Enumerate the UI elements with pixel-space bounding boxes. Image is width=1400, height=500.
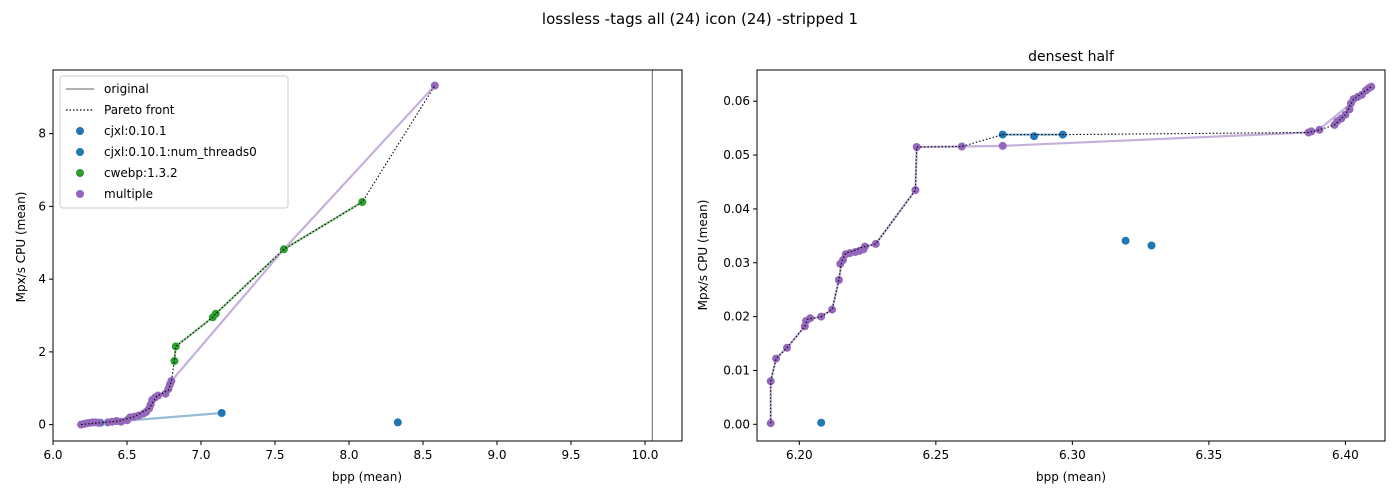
right-ylabel: Mpx/s CPU (mean) <box>696 200 710 311</box>
right-multiple-point <box>998 141 1007 150</box>
legend-swatch-marker <box>76 190 84 198</box>
right-ytick-label: 0.03 <box>723 256 750 270</box>
legend-swatch-marker <box>76 148 84 156</box>
left-xtick-label: 6.0 <box>43 448 62 462</box>
legend-swatch-marker <box>76 127 84 135</box>
legend-label: cjxl:0.10.1:num_threads0 <box>104 145 257 159</box>
left-ytick-label: 0 <box>38 418 46 432</box>
right-multiple-point <box>772 354 781 363</box>
right-multiple-point <box>957 142 966 151</box>
left-xtick-label: 10.0 <box>632 448 659 462</box>
left-legend: original Pareto front cjxl:0.10.1 cjxl:0.10… <box>59 75 289 209</box>
right-cjxl-point <box>817 418 826 427</box>
legend-box <box>59 75 289 209</box>
left-xtick-label: 8.0 <box>339 448 358 462</box>
right-ytick-label: 0.00 <box>723 417 750 431</box>
right-multiple-point <box>1315 125 1324 134</box>
figure-suptitle: lossless -tags all (24) icon (24) -strip… <box>542 10 858 28</box>
left-ytick-label: 2 <box>38 345 46 359</box>
legend-swatch-marker <box>76 169 84 177</box>
right-multiple-point <box>1367 82 1376 91</box>
left-cwebp-point <box>171 342 180 351</box>
right-xtick-label: 6.25 <box>922 448 949 462</box>
right-xtick-label: 6.35 <box>1196 448 1223 462</box>
left-ytick-label: 6 <box>38 199 46 213</box>
right-cjxl-point <box>1030 132 1039 141</box>
left-axes-frame <box>52 69 683 442</box>
right-chart: densest half bpp (mean) Mpx/s CPU (mean)… <box>696 49 1386 484</box>
left-xtick-label: 9.5 <box>561 448 580 462</box>
right-ytick-label: 0.02 <box>723 310 750 324</box>
left-xtick-label: 6.5 <box>117 448 136 462</box>
left-cjxl-point <box>217 409 226 417</box>
left-multiple-point <box>430 81 439 90</box>
right-cjxl-point <box>1147 241 1156 250</box>
left-xlabel: bpp (mean) <box>332 470 402 484</box>
left-cwebp-point <box>170 357 179 365</box>
legend-label: multiple <box>104 187 153 201</box>
right-multiple-point <box>834 276 843 284</box>
legend-label: cwebp:1.3.2 <box>104 166 178 180</box>
right-cjxl-point <box>1121 236 1130 245</box>
left-xtick-label: 9.0 <box>487 448 506 462</box>
legend-label: original <box>104 82 149 96</box>
left-cwebp-point <box>211 309 220 318</box>
right-multiple-point <box>871 239 880 248</box>
left-cwebp-point <box>358 198 367 206</box>
right-multiple-point <box>911 186 920 195</box>
right-axes-frame <box>756 69 1386 442</box>
right-multiple-point <box>828 305 837 314</box>
right-title: densest half <box>1028 49 1115 65</box>
left-multiple-point <box>167 377 176 385</box>
legend-label: cjxl:0.10.1 <box>104 124 167 138</box>
right-xtick-label: 6.20 <box>786 448 813 462</box>
right-ytick-label: 0.04 <box>723 202 750 216</box>
left-cjxl-point <box>393 418 402 427</box>
right-pareto-front <box>770 86 1372 424</box>
right-multiple-line <box>769 86 1371 424</box>
right-ytick-label: 0.01 <box>723 363 750 377</box>
left-ytick-label: 4 <box>38 272 46 286</box>
right-ytick-label: 0.05 <box>723 148 750 162</box>
left-ytick-label: 8 <box>38 127 46 141</box>
right-multiple-point <box>806 314 815 323</box>
left-multiple-point <box>154 391 163 400</box>
left-xtick-label: 8.5 <box>413 448 432 462</box>
left-cwebp-line <box>173 201 363 362</box>
left-xtick-label: 7.5 <box>265 448 284 462</box>
left-xtick-label: 7.0 <box>191 448 210 462</box>
legend-label: Pareto front <box>104 103 175 117</box>
left-chart: bpp (mean) Mpx/s CPU (mean) 6.0 6.5 7.0 7.5… <box>14 69 683 484</box>
right-ytick-label: 0.06 <box>723 94 750 108</box>
right-xtick-label: 6.30 <box>1059 448 1086 462</box>
right-xlabel: bpp (mean) <box>1036 470 1106 484</box>
right-multiple-point <box>912 143 921 151</box>
left-ylabel: Mpx/s CPU (mean) <box>14 192 28 303</box>
right-xtick-label: 6.40 <box>1332 448 1359 462</box>
